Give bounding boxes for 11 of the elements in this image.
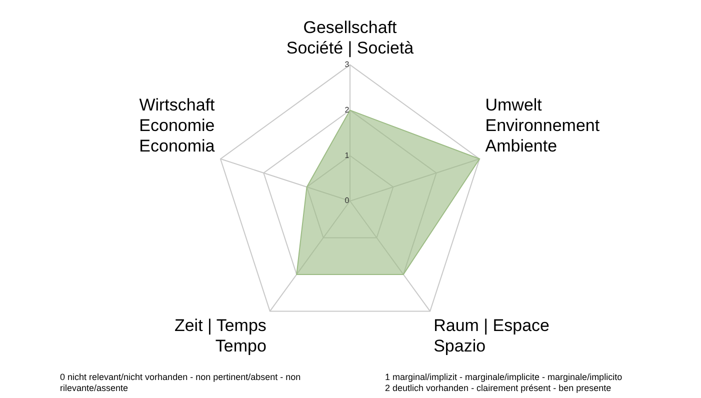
spoke-label: Umwelt Environnement Ambiente (485, 96, 600, 156)
spoke-label: Zeit | Temps Tempo (174, 316, 266, 356)
y-tick-label: 3 (344, 60, 350, 70)
text: 0 nicht relevant/nicht vorhanden - non pertinent/absent - non rilevante/assente (60, 372, 302, 394)
y-tick-label: 2 (344, 105, 350, 114)
spoke-label: Raum | Espace Spazio (434, 316, 550, 356)
y-tick-label: 0 (344, 196, 350, 206)
spoke-label: Gesellschaft Société | Società (286, 18, 414, 58)
spoke-label: Wirtschaft Economie Economia (139, 96, 216, 156)
y-tick-label: 1 (344, 150, 350, 160)
text: 1 marginal/implizit - marginale/implicite - marginale/implicito 2 deutlich vorhanden - clairement présent - ben presente (385, 372, 624, 394)
